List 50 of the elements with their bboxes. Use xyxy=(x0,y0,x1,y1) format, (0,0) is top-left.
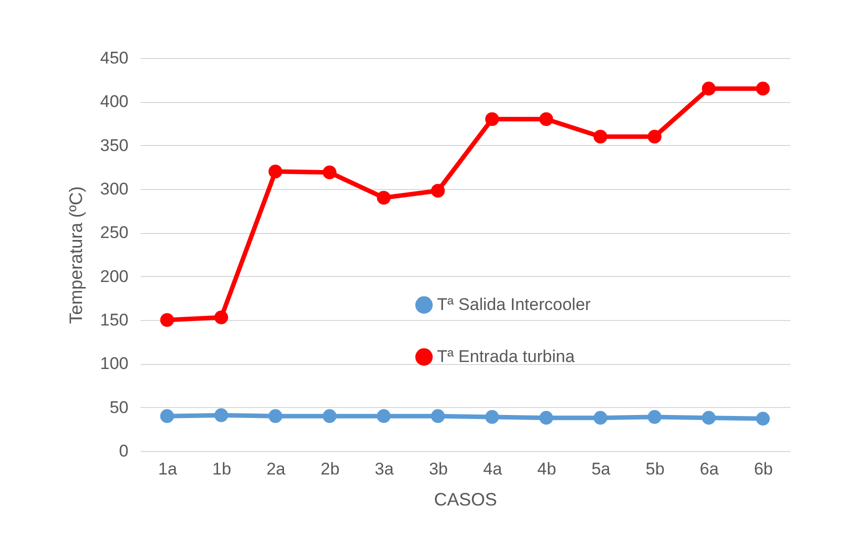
point xyxy=(702,82,716,96)
point xyxy=(756,82,770,96)
point xyxy=(485,410,499,424)
point xyxy=(268,409,282,423)
point xyxy=(376,190,391,205)
x-tick-label: 2a xyxy=(266,460,286,478)
y-tick-label: 150 xyxy=(100,310,128,330)
point xyxy=(431,184,445,198)
point xyxy=(160,313,174,327)
point xyxy=(648,410,662,424)
y-tick-label: 100 xyxy=(100,354,128,374)
point xyxy=(648,130,662,144)
y-tick-label: 50 xyxy=(110,398,128,417)
y-tick-label: 250 xyxy=(100,223,128,242)
x-tick-label: 5b xyxy=(646,460,665,478)
point xyxy=(594,410,608,425)
point xyxy=(160,409,174,423)
x-tick-label: 2b xyxy=(320,460,340,478)
y-tick-label: 0 xyxy=(119,442,128,460)
point xyxy=(594,130,608,144)
point xyxy=(431,409,445,423)
x-tick-label: 6b xyxy=(754,460,773,478)
point xyxy=(268,164,282,178)
y-tick-label: 300 xyxy=(100,180,128,198)
x-tick-label: 4a xyxy=(483,460,503,478)
x-axis-title: CASOS xyxy=(434,490,498,510)
y-axis-title: Temperatura (ºC) xyxy=(66,186,86,324)
x-tick-label: 1b xyxy=(212,460,232,478)
point xyxy=(756,412,770,426)
point xyxy=(702,410,716,425)
x-tick-label: 6a xyxy=(700,460,720,478)
point xyxy=(322,166,336,180)
legend-label: Tª Entrada turbina xyxy=(437,347,576,366)
point xyxy=(376,409,391,423)
y-tick-label: 200 xyxy=(100,266,128,286)
point xyxy=(214,408,228,422)
point xyxy=(322,409,336,423)
y-tick-label: 450 xyxy=(100,48,128,68)
x-tick-label: 4b xyxy=(537,460,556,478)
x-tick-label: 3b xyxy=(428,460,448,478)
y-tick-label: 350 xyxy=(100,136,128,155)
point xyxy=(539,410,554,425)
x-tick-label: 1a xyxy=(158,460,178,478)
point xyxy=(485,112,499,126)
point xyxy=(214,310,228,324)
x-tick-label: 5a xyxy=(591,460,611,478)
legend-label: Tª Salida Intercooler xyxy=(437,295,592,314)
y-tick-label: 400 xyxy=(100,92,128,112)
x-tick-label: 3a xyxy=(374,460,394,478)
point xyxy=(539,112,554,126)
